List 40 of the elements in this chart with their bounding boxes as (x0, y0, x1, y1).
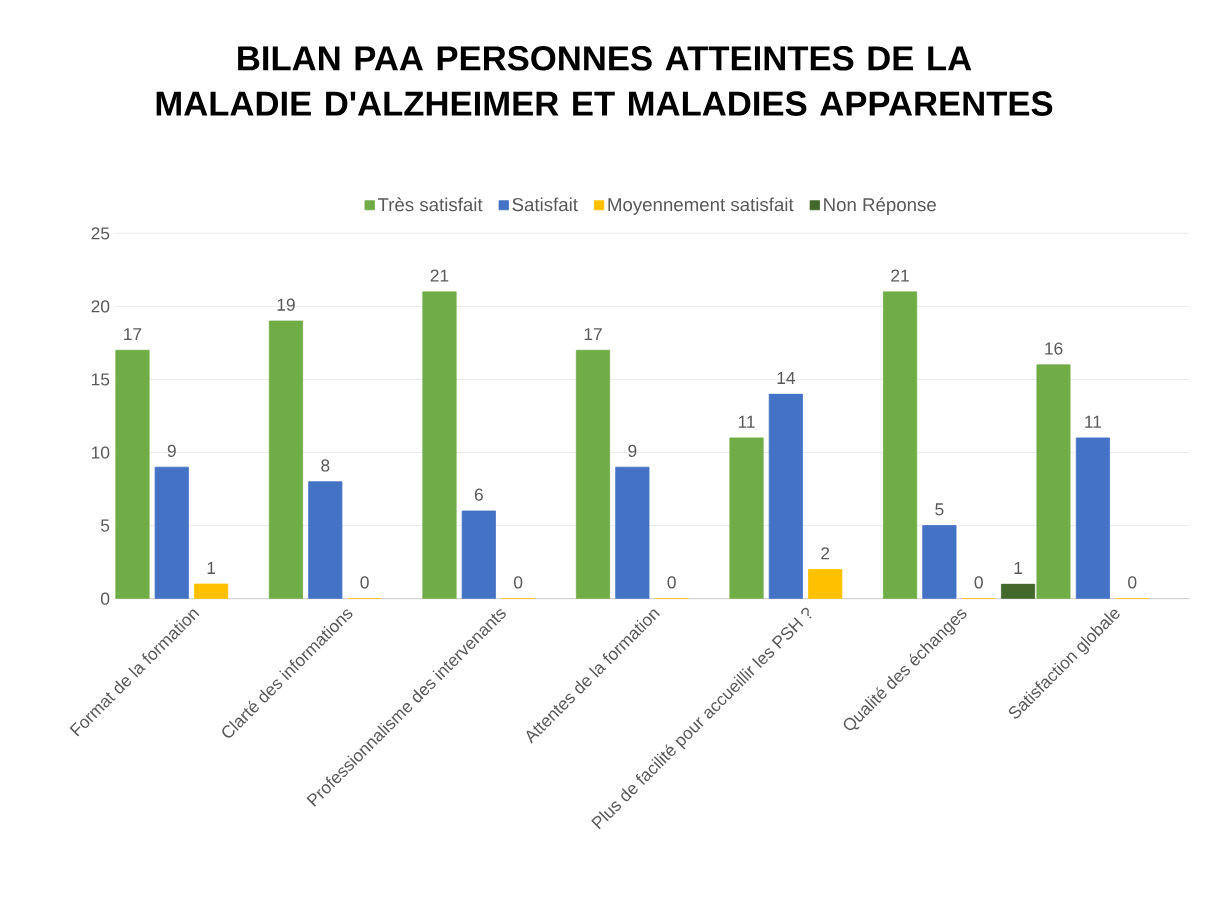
y-tick-label: 10 (91, 446, 110, 459)
data-label: 9 (628, 444, 637, 457)
data-label: 0 (1128, 576, 1137, 589)
bar (768, 393, 803, 599)
legend-label: Non Réponse (824, 197, 936, 215)
data-label: 8 (321, 459, 330, 472)
data-label: 17 (584, 328, 602, 341)
y-tick-label: 20 (91, 300, 110, 313)
y-tick-label: 5 (101, 519, 110, 532)
data-label: 11 (1085, 415, 1102, 428)
bar (461, 510, 496, 599)
data-label: 0 (667, 576, 676, 589)
data-label: 0 (514, 576, 523, 589)
data-label: 19 (277, 298, 295, 311)
data-label: 9 (167, 444, 176, 457)
bar (615, 466, 650, 599)
legend-label: Satisfait (512, 197, 578, 212)
data-label: 11 (738, 415, 755, 428)
data-label: 1 (207, 561, 216, 574)
data-label: 21 (430, 269, 449, 282)
bar (1075, 437, 1110, 599)
data-label: 0 (360, 576, 369, 589)
legend-label: Très satisfait (377, 197, 483, 212)
bar (154, 466, 189, 599)
legend-label: Moyennement satisfait (608, 197, 794, 215)
bar (308, 481, 343, 599)
data-label: 0 (974, 576, 983, 589)
y-tick-label: 25 (91, 227, 110, 240)
data-label: 2 (821, 547, 830, 560)
data-label: 14 (777, 371, 795, 384)
data-label: 21 (891, 269, 909, 282)
data-label: 5 (935, 503, 944, 516)
data-label: 17 (124, 328, 142, 341)
chart-title: BILAN PAA PERSONNES ATTEINTES DE LA MALADIE D'ALZHEIMER ET MALADIES APPARENTES (156, 46, 1053, 116)
data-label: 16 (1045, 342, 1063, 355)
y-tick-label: 0 (100, 592, 110, 605)
y-tick-label: 15 (91, 373, 110, 386)
data-label: 6 (474, 488, 483, 501)
bar (922, 525, 957, 599)
data-label: 1 (1014, 561, 1023, 574)
